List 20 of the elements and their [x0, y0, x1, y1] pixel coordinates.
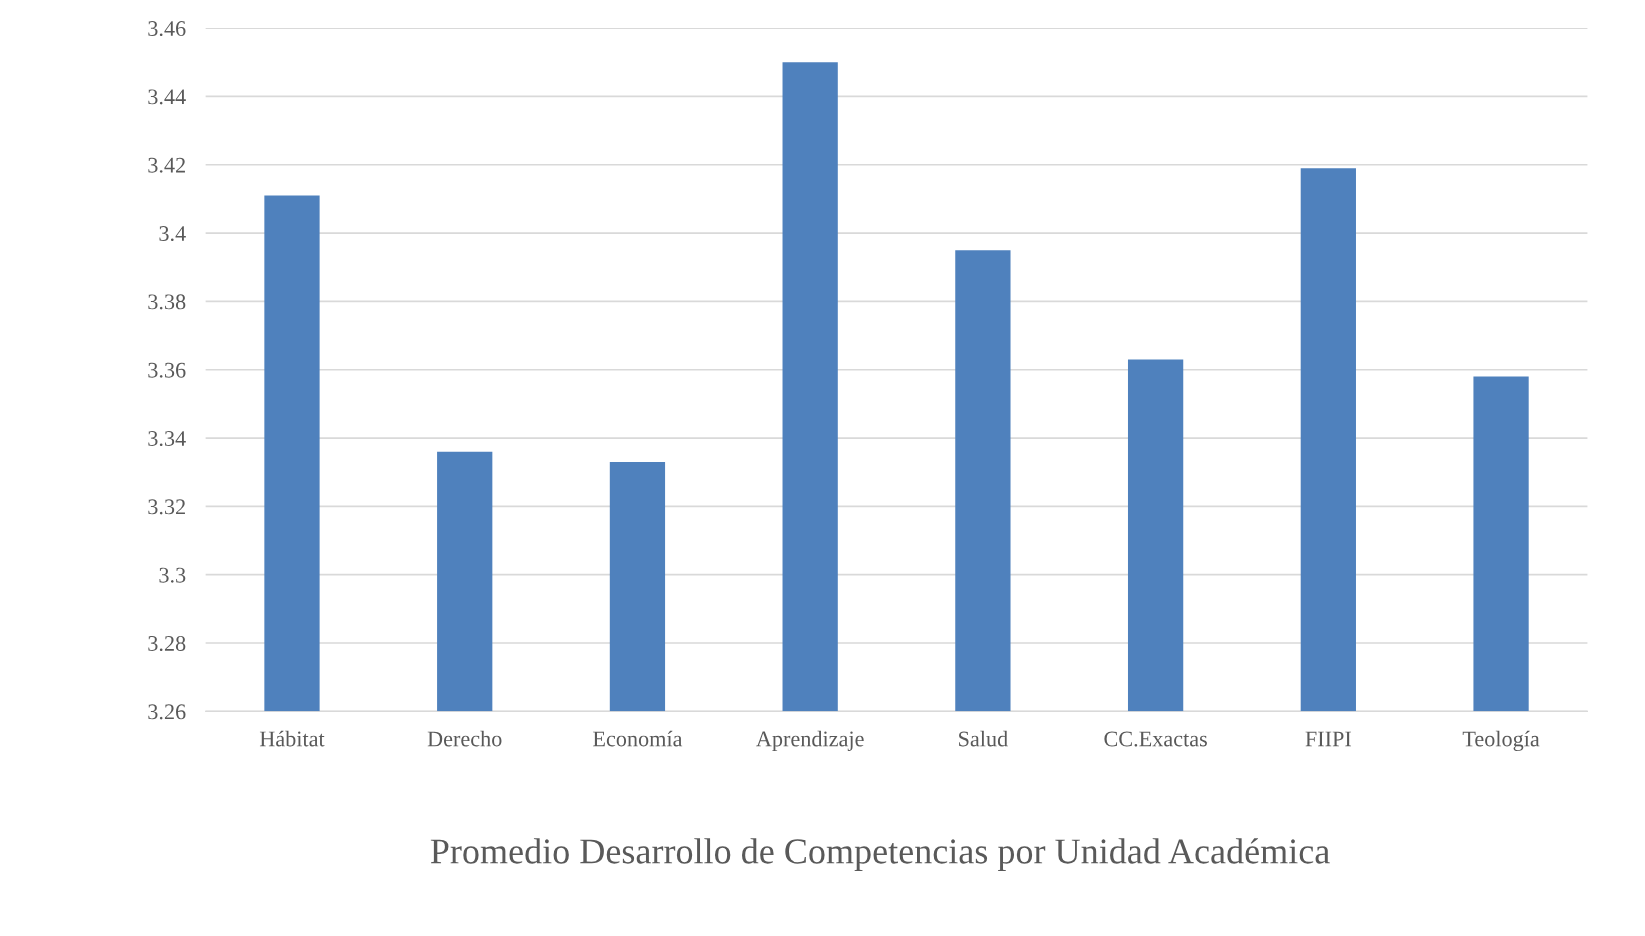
x-tick-label: Economía — [593, 730, 683, 747]
y-tick-label: 3.36 — [148, 362, 186, 378]
y-tick-label: 3.26 — [148, 704, 186, 720]
x-tick-label: Hábitat — [259, 730, 325, 747]
x-tick-label: Aprendizaje — [756, 730, 864, 751]
y-tick-label: 3.28 — [148, 635, 186, 652]
text: Promedio Desarrollo de Competencias por Unidad Académica — [430, 838, 1330, 871]
y-tick-label: 3.38 — [148, 294, 186, 310]
x-tick-label: Salud — [959, 730, 1008, 747]
y-tick-label: 3.3 — [159, 567, 186, 583]
y-tick-label: 3.42 — [148, 157, 185, 173]
x-tick-label: CC.Exactas — [1104, 731, 1207, 747]
y-tick-label: 3.46 — [148, 21, 186, 37]
x-tick-label: Derecho — [427, 730, 502, 747]
x-tick-label: Teología — [1462, 730, 1540, 752]
y-tick-label: 3.4 — [159, 226, 186, 242]
y-tick-label: 3.44 — [148, 89, 186, 105]
y-tick-label: 3.34 — [148, 431, 186, 447]
x-tick-label: FIIPI — [1305, 731, 1352, 747]
y-tick-label: 3.32 — [148, 499, 185, 515]
